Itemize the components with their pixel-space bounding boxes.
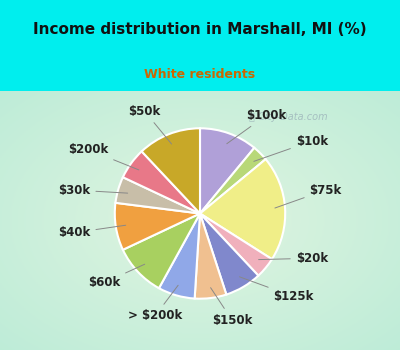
Wedge shape xyxy=(142,128,200,214)
Wedge shape xyxy=(200,214,258,295)
Text: $150k: $150k xyxy=(211,288,252,327)
Text: $30k: $30k xyxy=(58,183,128,197)
Wedge shape xyxy=(123,152,200,214)
Wedge shape xyxy=(200,159,285,259)
Text: $100k: $100k xyxy=(227,109,286,144)
Wedge shape xyxy=(200,148,266,214)
Text: $75k: $75k xyxy=(275,183,342,208)
Text: $10k: $10k xyxy=(254,134,328,161)
Text: $40k: $40k xyxy=(58,225,126,239)
Wedge shape xyxy=(123,214,200,288)
Text: White residents: White residents xyxy=(144,68,256,81)
Wedge shape xyxy=(195,214,226,299)
Text: Income distribution in Marshall, MI (%): Income distribution in Marshall, MI (%) xyxy=(33,22,367,37)
Text: ⓘ City-Data.com: ⓘ City-Data.com xyxy=(249,112,327,122)
Text: $125k: $125k xyxy=(240,277,314,303)
Text: $20k: $20k xyxy=(258,252,328,265)
Wedge shape xyxy=(115,203,200,250)
Wedge shape xyxy=(159,214,200,299)
Text: $60k: $60k xyxy=(88,264,145,289)
Text: $50k: $50k xyxy=(128,105,172,144)
Wedge shape xyxy=(200,214,272,275)
Wedge shape xyxy=(200,128,254,214)
Text: > $200k: > $200k xyxy=(128,285,182,322)
Wedge shape xyxy=(116,177,200,214)
Text: $200k: $200k xyxy=(68,143,139,170)
